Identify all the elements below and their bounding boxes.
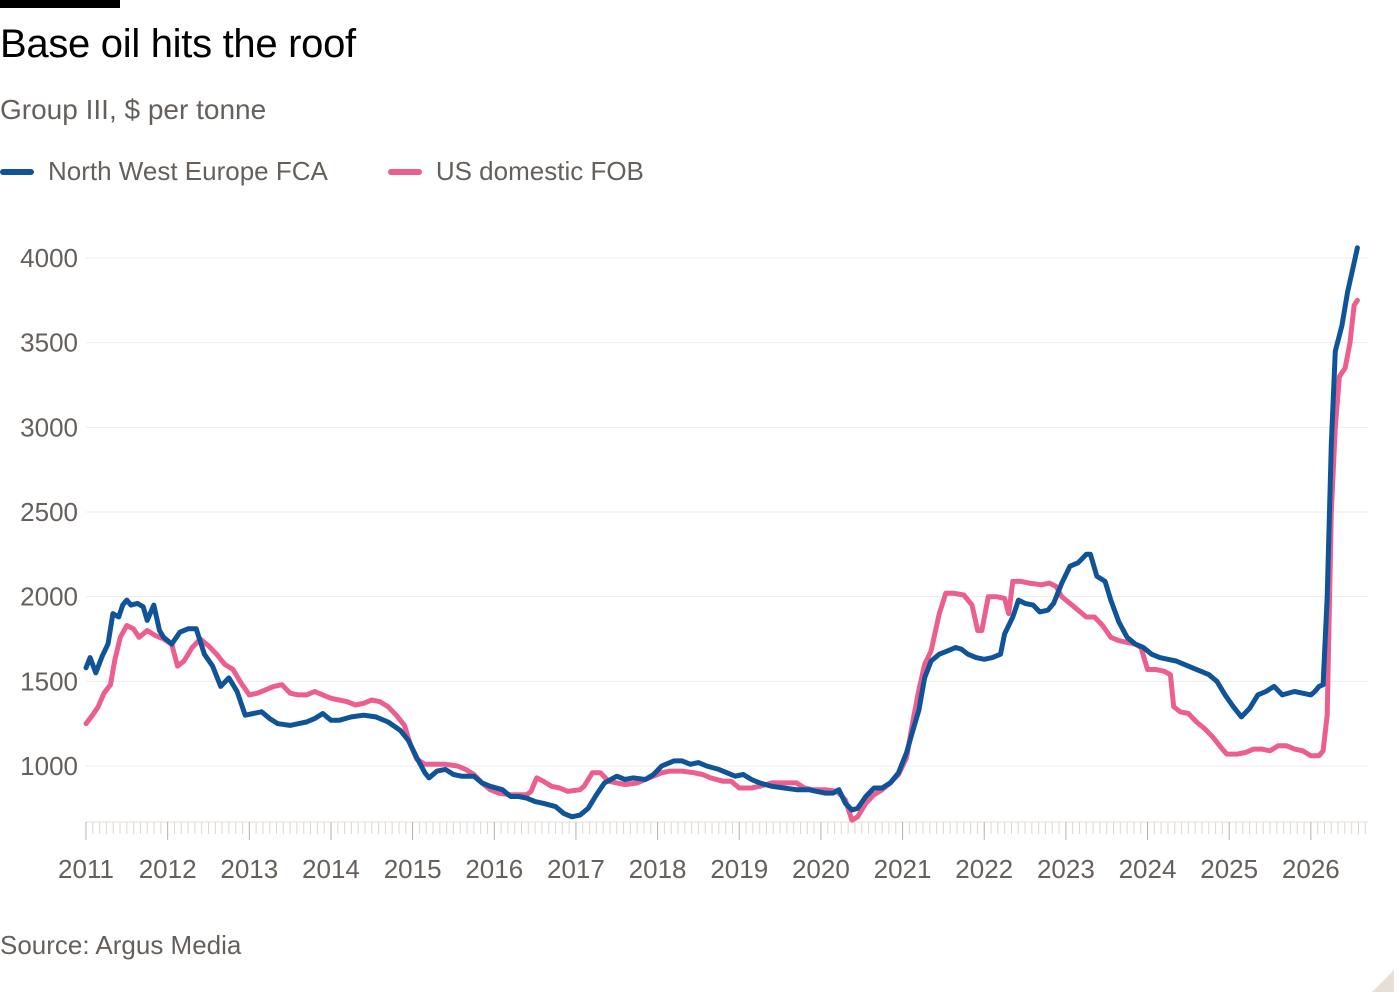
x-tick-label-2016: 2016 <box>465 854 523 884</box>
y-tick-label-3000: 3000 <box>20 412 78 442</box>
series-line-nwe <box>83 245 1360 820</box>
series-lines <box>83 245 1360 823</box>
source-note: Source: Argus Media <box>0 930 242 960</box>
legend: North West Europe FCA US domestic FOB <box>0 156 704 187</box>
legend-label-nwe: North West Europe FCA <box>48 156 328 186</box>
legend-label-us: US domestic FOB <box>435 156 644 186</box>
x-tick-label-2011: 2011 <box>58 854 114 884</box>
x-tick-label-2019: 2019 <box>710 854 768 884</box>
x-tick-label-2025: 2025 <box>1200 854 1258 884</box>
x-tick-label-2012: 2012 <box>139 854 197 884</box>
series-line-us <box>83 297 1360 823</box>
brand-bar <box>0 0 120 8</box>
x-tick-label-2018: 2018 <box>629 854 687 884</box>
gridlines <box>86 257 1368 767</box>
x-tick-label-2022: 2022 <box>955 854 1013 884</box>
x-tick-label-2013: 2013 <box>220 854 278 884</box>
x-tick-label-2021: 2021 <box>874 854 932 884</box>
x-tick-label-2020: 2020 <box>792 854 850 884</box>
y-tick-label-3500: 3500 <box>20 328 78 358</box>
legend-swatch-us <box>387 168 422 175</box>
legend-swatch-nwe <box>0 168 34 175</box>
y-axis-ticks: 1000 1500 2000 2500 3000 3500 4000 <box>20 243 78 781</box>
y-tick-label-1000: 1000 <box>20 751 78 781</box>
x-tick-label-2024: 2024 <box>1119 854 1177 884</box>
y-tick-label-2000: 2000 <box>20 582 78 612</box>
x-tick-label-2023: 2023 <box>1037 854 1095 884</box>
chart-subtitle: Group III, $ per tonne <box>0 94 267 125</box>
x-tick-label-2014: 2014 <box>302 854 360 884</box>
y-tick-label-4000: 4000 <box>20 243 78 273</box>
y-tick-label-1500: 1500 <box>20 666 78 696</box>
x-tick-label-2015: 2015 <box>384 854 442 884</box>
legend-item-us: US domestic FOB <box>387 156 644 187</box>
x-tick-label-2017: 2017 <box>547 854 605 884</box>
chart-title: Base oil hits the roof <box>0 22 356 66</box>
legend-item-nwe: North West Europe FCA <box>0 156 328 187</box>
y-tick-label-2500: 2500 <box>20 497 78 527</box>
corner-mark <box>1372 970 1394 992</box>
x-tick-label-2026: 2026 <box>1282 854 1340 884</box>
x-axis-ticks: 2011 2012 2013 2014 2015 2016 2017 2018 2019 2020… <box>58 821 1368 884</box>
